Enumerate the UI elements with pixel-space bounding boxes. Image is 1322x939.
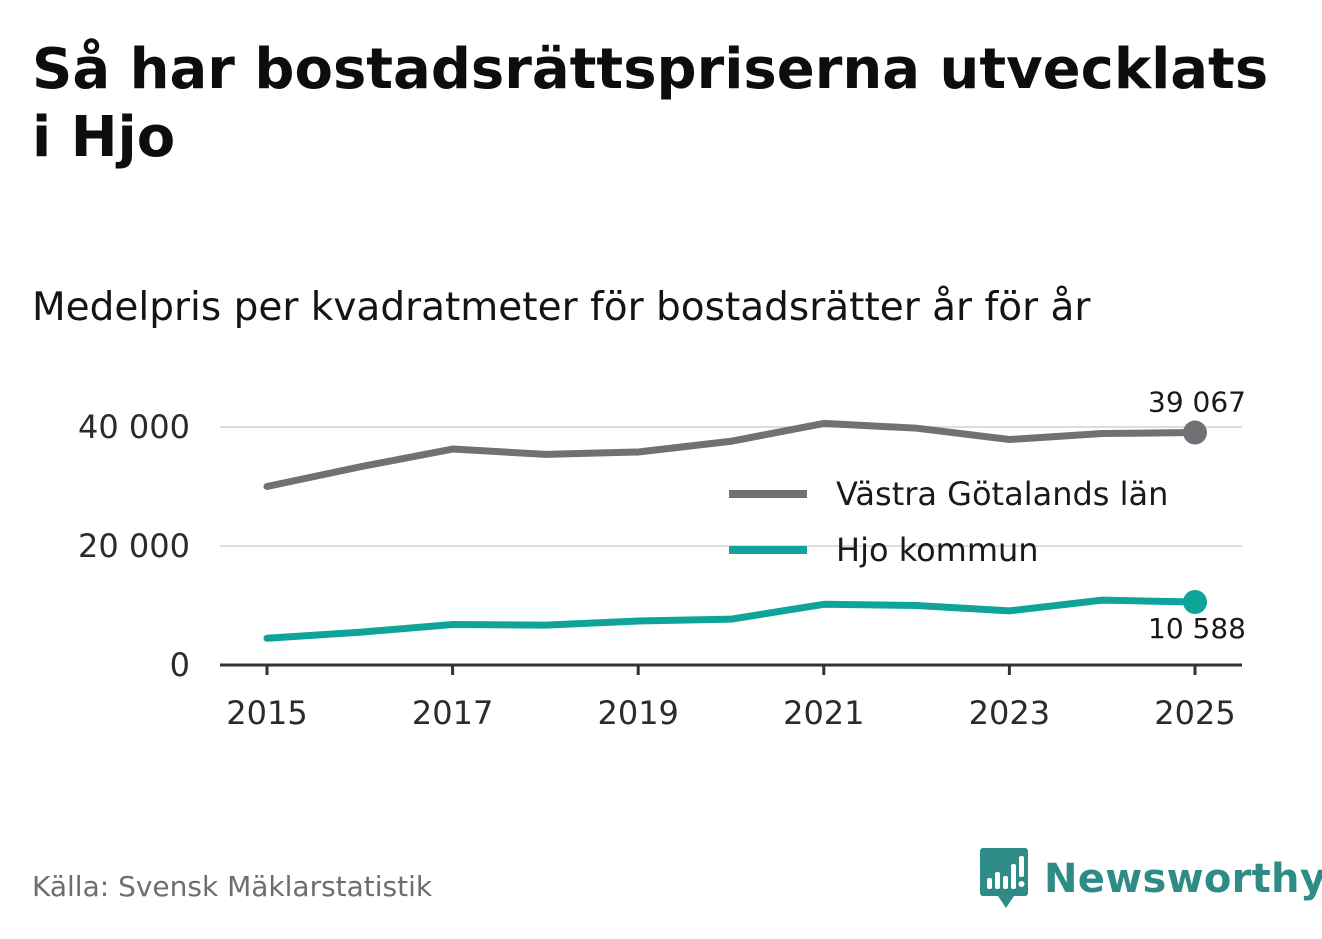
- newsworthy-logo-icon: [980, 848, 1028, 908]
- end-labels: 39 067 10 588: [1148, 386, 1246, 645]
- chart-subtitle: Medelpris per kvadratmeter för bostadsrä…: [32, 285, 1091, 330]
- line-chart: 0 20 000 40 000 2015 2017 2019 2021 2023 2025 3…: [78, 386, 1246, 732]
- brand-name: Newsworthy: [1044, 856, 1322, 902]
- newsworthy-logo: Newsworthy: [980, 848, 1322, 910]
- legend: Västra Götalands län Hjo kommun: [729, 475, 1168, 569]
- series-line-1: [263, 596, 1199, 642]
- y-axis-labels: 0 20 000 40 000: [78, 408, 190, 684]
- chart-title: Så har bostadsrättspriserna utvecklats i…: [32, 37, 1269, 170]
- source-note: Källa: Svensk Mäklarstatistik: [32, 870, 433, 903]
- x-tick-label: 2021: [783, 694, 864, 732]
- x-tick-label: 2019: [597, 694, 678, 732]
- y-tick-label: 0: [170, 646, 190, 684]
- x-tick-label: 2025: [1154, 694, 1235, 732]
- end-value-label: 39 067: [1148, 386, 1246, 419]
- x-tick-label: 2023: [969, 694, 1050, 732]
- series-endpoint-1: [1183, 590, 1207, 615]
- series-endpoint-0: [1183, 420, 1207, 445]
- end-value-label: 10 588: [1148, 612, 1246, 645]
- legend-label: Hjo kommun: [836, 531, 1039, 569]
- x-axis: 2015 2017 2019 2021 2023 2025: [220, 663, 1242, 732]
- legend-label: Västra Götalands län: [836, 475, 1168, 513]
- series-lines: [263, 419, 1207, 642]
- series-line-0: [263, 419, 1199, 490]
- y-tick-label: 20 000: [78, 527, 190, 565]
- y-tick-label: 40 000: [78, 408, 190, 446]
- x-tick-label: 2017: [412, 694, 493, 732]
- x-tick-label: 2015: [226, 694, 307, 732]
